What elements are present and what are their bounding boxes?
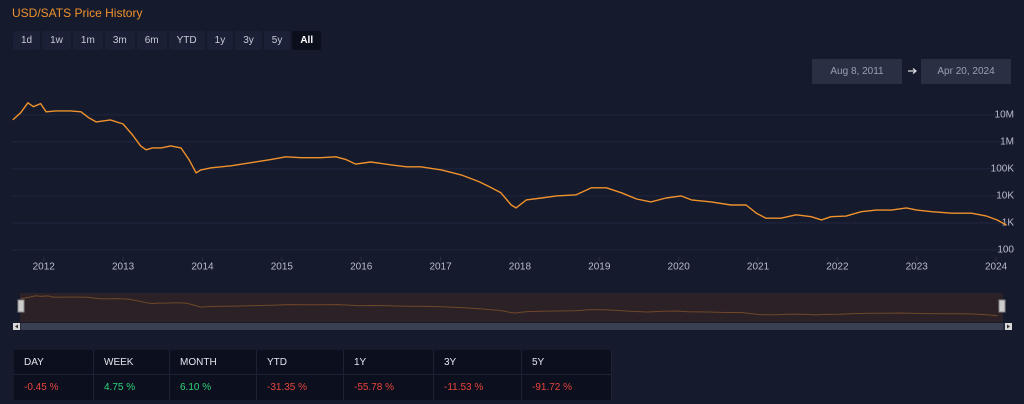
y-tick-label: 10K [996, 191, 1014, 202]
x-tick-label: 2012 [33, 262, 56, 273]
change-value: -11.53 % [434, 374, 522, 400]
x-tick-label: 2024 [985, 262, 1008, 273]
date-arrow [908, 68, 917, 74]
page-title: USD/SATS Price History [12, 6, 143, 20]
x-tick-label: 2023 [906, 262, 929, 273]
x-tick-label: 2014 [191, 262, 214, 273]
x-tick-label: 2013 [112, 262, 135, 273]
x-tick-label: 2018 [509, 262, 532, 273]
y-tick-label: 100K [991, 164, 1015, 175]
column-header: DAY [14, 350, 94, 374]
date-to[interactable]: Apr 20, 2024 [921, 59, 1011, 84]
range-button[interactable]: 1w [42, 31, 71, 50]
y-tick-label: 100 [997, 245, 1014, 256]
navigator-window[interactable] [20, 293, 1003, 322]
y-tick-label: 1K [1002, 218, 1015, 229]
range-button[interactable]: 5y [263, 31, 291, 50]
x-tick-label: 2017 [429, 262, 452, 273]
change-value: -0.45 % [14, 374, 94, 400]
column-header: 3Y [434, 350, 522, 374]
date-from[interactable]: Aug 8, 2011 [812, 59, 902, 84]
change-value: 4.75 % [94, 374, 170, 400]
range-button[interactable]: 1y [206, 31, 234, 50]
navigator-line [20, 295, 998, 317]
navigator-handle-right[interactable] [998, 299, 1006, 313]
column-header: MONTH [170, 350, 257, 374]
range-button[interactable]: 3y [235, 31, 262, 50]
change-value: 6.10 % [170, 374, 257, 400]
y-tick-label: 1M [1000, 137, 1014, 148]
x-tick-label: 2015 [271, 262, 294, 273]
performance-table: DAY WEEK MONTH YTD 1Y 3Y 5Y -0.45 % 4.75 % 6.10 %… [14, 350, 612, 400]
column-header: 5Y [522, 350, 612, 374]
x-tick-label: 2016 [350, 262, 373, 273]
range-button[interactable]: 1d [13, 31, 41, 50]
change-value: -91.72 % [522, 374, 612, 400]
range-button[interactable]: All [292, 31, 322, 50]
x-tick-label: 2020 [668, 262, 691, 273]
x-tick-label: 2021 [747, 262, 770, 273]
navigator-handle-left[interactable] [17, 299, 25, 313]
column-header: 1Y [344, 350, 434, 374]
x-tick-label: 2022 [826, 262, 849, 273]
y-tick-label: 10M [995, 109, 1014, 120]
range-button[interactable]: YTD [168, 31, 205, 50]
column-header: WEEK [94, 350, 170, 374]
x-tick-label: 2019 [588, 262, 611, 273]
range-buttons: 1d 1w 1m 3m 6m YTD 1y 3y 5y All [13, 31, 322, 50]
range-button[interactable]: 3m [104, 31, 135, 50]
price-line [12, 102, 1007, 226]
change-value: -31.35 % [257, 374, 344, 400]
column-header: YTD [257, 350, 344, 374]
scrollbar-thumb[interactable] [21, 323, 1003, 330]
change-value: -55.78 % [344, 374, 434, 400]
range-button[interactable]: 6m [136, 31, 167, 50]
range-button[interactable]: 1m [72, 31, 103, 50]
